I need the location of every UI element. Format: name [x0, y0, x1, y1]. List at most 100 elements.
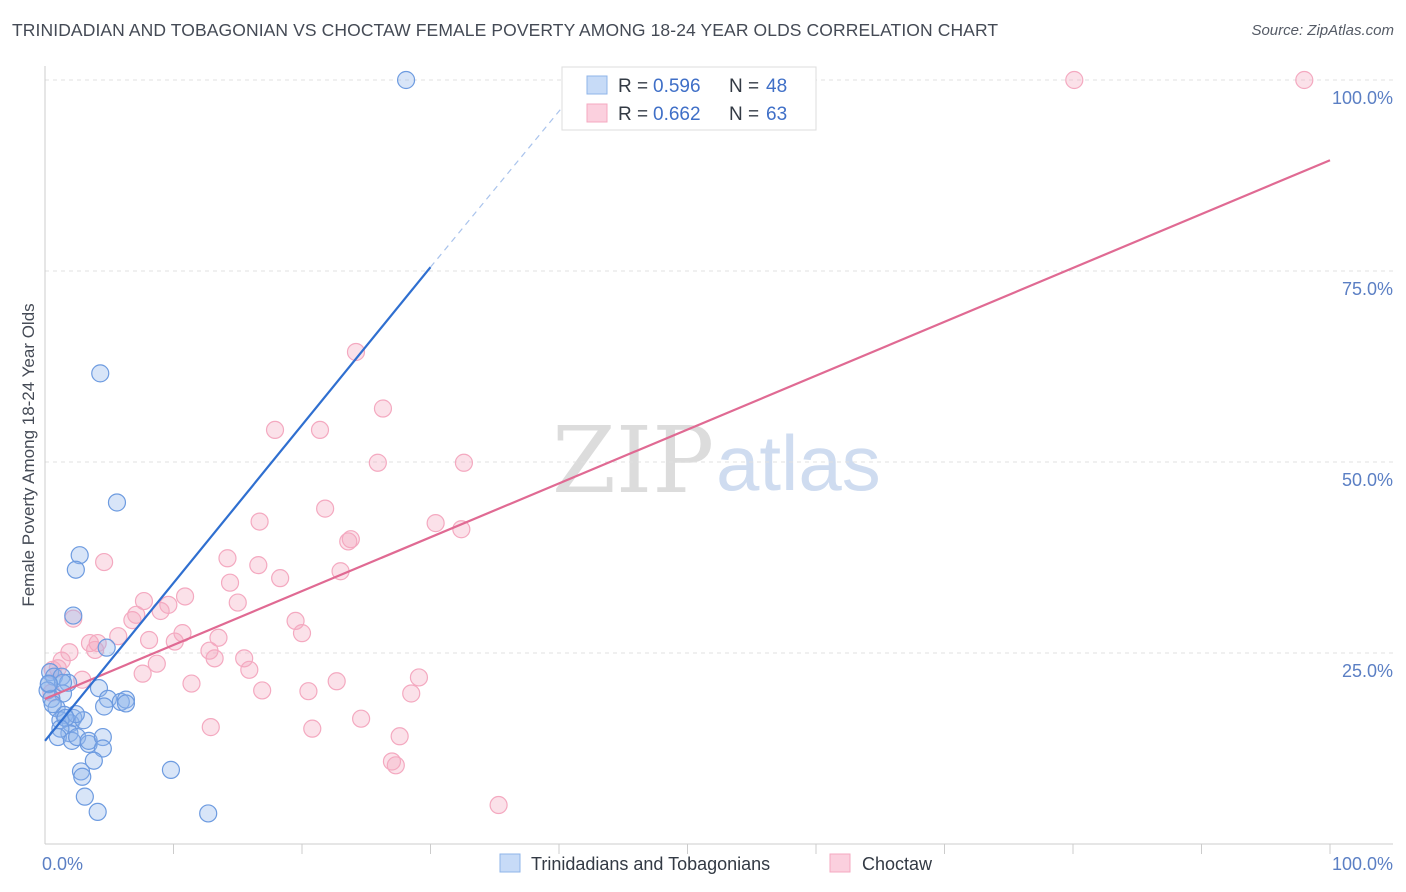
point-choctaw-31	[209, 628, 228, 647]
legend-r-label-2: R =	[618, 104, 648, 125]
point-trinidadian-2	[107, 493, 127, 512]
axes	[44, 66, 1393, 854]
point-choctaw-43	[147, 654, 166, 673]
legend-bottom: Trinidadians and Tobagonians Choctaw	[499, 853, 933, 874]
y-axis-title: Female Poverty Among 18-24 Year Olds	[19, 303, 38, 606]
legend-n-label-1: N =	[729, 76, 759, 97]
point-choctaw-20	[175, 587, 195, 606]
legend-n-value-1: 48	[766, 76, 787, 97]
y-tick-label-75: 75.0%	[1342, 279, 1393, 299]
point-trinidadian-35	[79, 731, 98, 750]
point-trinidadian-41	[75, 787, 94, 806]
point-trinidadian-42	[88, 802, 107, 822]
series-trinidadian-points	[38, 70, 416, 823]
grid-lines	[45, 79, 1393, 654]
point-choctaw-3	[373, 399, 393, 418]
point-choctaw-52	[253, 681, 272, 700]
legend-n-value-2: 63	[766, 104, 787, 125]
point-trinidadian-20	[95, 697, 114, 716]
point-choctaw-8	[316, 499, 335, 518]
point-trinidadian-0	[396, 70, 416, 90]
point-trinidadian-19	[116, 694, 136, 713]
point-choctaw-58	[201, 718, 220, 737]
point-trinidadian-4	[66, 560, 85, 579]
point-trinidadian-6	[97, 638, 116, 657]
watermark-atlas: atlas	[716, 419, 881, 507]
point-choctaw-62	[489, 795, 508, 815]
point-trinidadian-44	[199, 804, 218, 823]
point-choctaw-29	[292, 624, 312, 643]
series-choctaw-points	[42, 70, 1314, 815]
point-trinidadian-43	[161, 760, 181, 779]
trend-lines	[44, 79, 1331, 742]
point-trinidadian-38	[84, 751, 103, 770]
trend-line-choctaw	[44, 159, 1331, 700]
point-choctaw-50	[327, 672, 346, 691]
legend-bottom-swatch-pink	[829, 853, 851, 873]
point-choctaw-32	[109, 627, 128, 646]
point-choctaw-61	[386, 756, 405, 775]
legend-r-label-1: R =	[618, 76, 648, 97]
point-choctaw-59	[390, 727, 409, 746]
point-choctaw-1	[1295, 70, 1314, 90]
point-choctaw-5	[310, 420, 330, 440]
point-choctaw-16	[249, 556, 268, 575]
point-choctaw-49	[409, 668, 429, 687]
point-choctaw-37	[86, 640, 105, 660]
legend-n-label-2: N =	[729, 104, 759, 125]
x-tick-label-min: 0.0%	[42, 854, 83, 874]
point-trinidadian-46	[39, 674, 58, 693]
point-choctaw-9	[250, 512, 269, 531]
legend-bottom-label-trinidadian: Trinidadians and Tobagonians	[531, 854, 770, 874]
legend-r-value-1: 0.596	[653, 76, 701, 97]
point-choctaw-13	[339, 532, 358, 551]
point-trinidadian-1	[91, 364, 110, 383]
point-choctaw-53	[299, 682, 318, 701]
point-choctaw-33	[139, 630, 159, 650]
point-choctaw-46	[240, 660, 259, 679]
point-trinidadian-18	[116, 690, 136, 709]
legend-swatch-pink	[586, 103, 608, 123]
point-choctaw-21	[134, 591, 154, 611]
trend-line-trinidadian	[44, 266, 432, 742]
point-choctaw-56	[352, 709, 371, 728]
point-choctaw-4	[265, 420, 285, 440]
watermark-zip: ZIP	[552, 407, 714, 514]
point-choctaw-54	[402, 684, 421, 703]
chart-title: TRINIDADIAN AND TOBAGONIAN VS CHOCTAW FE…	[12, 20, 999, 40]
point-choctaw-23	[228, 593, 247, 612]
point-choctaw-10	[426, 514, 445, 533]
legend-bottom-swatch-blue	[499, 853, 521, 873]
point-choctaw-6	[368, 453, 387, 472]
point-choctaw-14	[218, 549, 237, 568]
point-choctaw-19	[271, 569, 290, 588]
legend-top: R = 0.596 N = 48 R = 0.662 N = 63	[561, 66, 817, 131]
source-label: Source: ZipAtlas.com	[1251, 22, 1394, 39]
point-trinidadian-37	[93, 739, 112, 758]
point-choctaw-15	[95, 552, 114, 572]
point-choctaw-12	[341, 530, 360, 549]
point-choctaw-41	[235, 649, 254, 668]
point-trinidadian-3	[70, 546, 89, 565]
point-choctaw-26	[127, 605, 146, 624]
point-choctaw-57	[303, 719, 322, 738]
point-choctaw-51	[182, 674, 201, 693]
point-trinidadian-40	[73, 767, 92, 786]
point-choctaw-7	[454, 453, 474, 472]
point-trinidadian-5	[64, 606, 83, 625]
legend-bottom-label-choctaw: Choctaw	[862, 854, 933, 874]
y-tick-label-25: 25.0%	[1342, 661, 1393, 681]
legend-swatch-blue	[586, 75, 608, 95]
y-tick-label-50: 50.0%	[1342, 470, 1393, 490]
point-choctaw-47	[133, 664, 152, 683]
point-trinidadian-33	[68, 727, 87, 747]
point-choctaw-18	[220, 573, 240, 592]
point-choctaw-25	[151, 601, 170, 621]
point-choctaw-40	[205, 649, 224, 668]
y-tick-label-100: 100.0%	[1332, 88, 1393, 108]
point-choctaw-0	[1065, 70, 1084, 90]
trend-line-trinidadian-extension	[430, 79, 586, 268]
x-tick-label-max: 100.0%	[1332, 854, 1393, 874]
legend-r-value-2: 0.662	[653, 104, 701, 125]
